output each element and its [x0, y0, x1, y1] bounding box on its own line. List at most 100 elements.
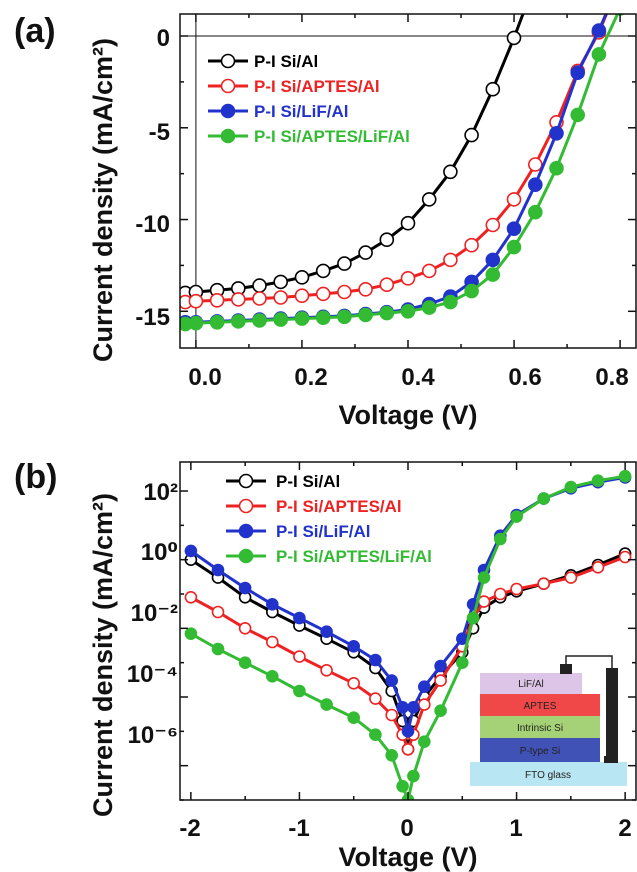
data-point — [184, 544, 198, 558]
data-point — [417, 680, 431, 694]
stack-layer-lif-al — [480, 673, 582, 694]
data-point — [315, 310, 331, 326]
data-point — [320, 625, 333, 639]
data-point — [369, 728, 382, 742]
data-point — [464, 283, 479, 299]
data-point — [407, 769, 420, 783]
data-point — [347, 711, 361, 725]
data-point — [464, 127, 479, 143]
panel-a-y-tick-label: -5 — [149, 119, 170, 146]
data-point — [238, 656, 252, 670]
panel-a-x-tick-label: 0.4 — [401, 364, 435, 391]
data-point — [315, 286, 331, 302]
data-point — [252, 313, 267, 328]
data-point — [209, 314, 225, 330]
data-point — [485, 252, 501, 268]
data-point — [396, 779, 409, 793]
data-point — [320, 663, 333, 677]
panel-b-y-tick-labels: 10² 10⁰ 10⁻² 10⁻⁴ 10⁻⁶ — [127, 479, 178, 749]
data-point — [293, 684, 306, 698]
data-point — [396, 700, 409, 714]
data-point — [618, 469, 632, 483]
data-point — [273, 290, 289, 305]
series-p-i-si-aptes-lif-al — [180, 14, 625, 332]
data-point — [265, 669, 279, 683]
data-point — [618, 550, 632, 564]
data-point — [273, 312, 289, 327]
top-contact-pad — [560, 664, 572, 674]
panel-b-y-tick-label: 10⁰ — [141, 539, 178, 566]
data-point — [401, 742, 415, 756]
data-point — [184, 627, 198, 641]
legend-entry: P-I Si/APTES/LiF/Al — [226, 547, 432, 566]
panel-b-tick-marks — [180, 462, 636, 801]
legend-label: P-I Si/APTES/LiF/Al — [276, 547, 432, 566]
data-point — [369, 653, 382, 667]
data-point — [506, 239, 522, 255]
data-point — [252, 278, 267, 293]
data-point — [537, 492, 551, 505]
panel-b-y-tick-label: 10⁻⁶ — [128, 722, 178, 749]
stack-label-intrinsic-si: Intrinsic Si — [517, 723, 563, 734]
data-point — [379, 232, 395, 247]
panel-a-jv-curves: (a) Current density (mA/cm²) Voltage (V)… — [14, 12, 637, 430]
data-point — [421, 300, 437, 315]
series-line — [185, 14, 609, 304]
panel-b-x-tick-label: 2 — [618, 815, 631, 842]
data-point — [385, 748, 399, 762]
data-point — [564, 480, 578, 494]
panel-b-y-tick-label: 10⁻² — [131, 600, 178, 627]
panel-a-y-tick-label: -10 — [135, 211, 170, 238]
legend-entry: P-I Si/Al — [208, 52, 318, 71]
data-point — [209, 292, 225, 308]
data-point — [337, 309, 352, 325]
data-point — [421, 192, 437, 207]
data-point — [400, 303, 416, 319]
data-point — [294, 288, 310, 304]
data-point — [320, 698, 333, 711]
panel-a-tick-marks — [180, 14, 636, 348]
data-point — [527, 204, 543, 220]
panel-a-x-axis-title: Voltage (V) — [338, 400, 477, 430]
data-point — [407, 700, 420, 714]
data-point — [506, 221, 522, 236]
legend-label: P-I Si/APTES/LiF/Al — [254, 127, 410, 146]
stack-label-fto-glass: FTO glass — [525, 770, 571, 781]
panel-a-x-tick-label: 0.8 — [595, 364, 628, 391]
data-point — [358, 281, 373, 297]
data-point — [293, 650, 306, 663]
legend-label: P-I Si/LiF/Al — [254, 102, 348, 121]
panel-b-x-tick-label: -2 — [179, 815, 200, 842]
data-point — [417, 735, 431, 749]
data-point — [369, 692, 382, 705]
panel-a-x-tick-label: 0.2 — [294, 364, 327, 391]
panel-b-y-tick-label: 10² — [143, 479, 178, 506]
data-point — [591, 47, 607, 62]
legend-label: P-I Si/LiF/Al — [276, 522, 370, 541]
data-point — [385, 674, 399, 687]
bottom-contact-pad — [604, 756, 618, 763]
data-point — [527, 157, 543, 172]
legend-label: P-I Si/Al — [276, 472, 340, 491]
wire — [565, 655, 613, 668]
legend-label: P-I Si/APTES/Al — [254, 77, 380, 96]
data-point — [434, 674, 447, 687]
data-point — [252, 291, 267, 306]
legend-entry: P-I Si/LiF/Al — [226, 522, 370, 541]
data-point — [358, 245, 373, 260]
data-point — [184, 590, 198, 604]
data-point — [591, 560, 605, 574]
data-point — [401, 724, 415, 738]
data-point — [188, 315, 204, 331]
legend-entry: P-I Si/APTES/LiF/Al — [208, 127, 410, 146]
panel-b-x-axis-title: Voltage (V) — [338, 842, 477, 872]
panel-b-x-tick-label: 1 — [509, 815, 522, 842]
data-point — [294, 269, 310, 285]
panel-b-legend: P-I Si/Al P-I Si/APTES/Al P-I Si/LiF/Al … — [226, 472, 432, 566]
data-point — [417, 698, 431, 711]
panel-a-series — [180, 14, 625, 332]
panel-b-x-tick-labels: -2 -1 0 1 2 — [179, 815, 631, 842]
legend-label: P-I Si/APTES/Al — [276, 497, 402, 516]
panel-a-y-tick-label: 0 — [157, 25, 170, 52]
data-point — [549, 126, 564, 141]
